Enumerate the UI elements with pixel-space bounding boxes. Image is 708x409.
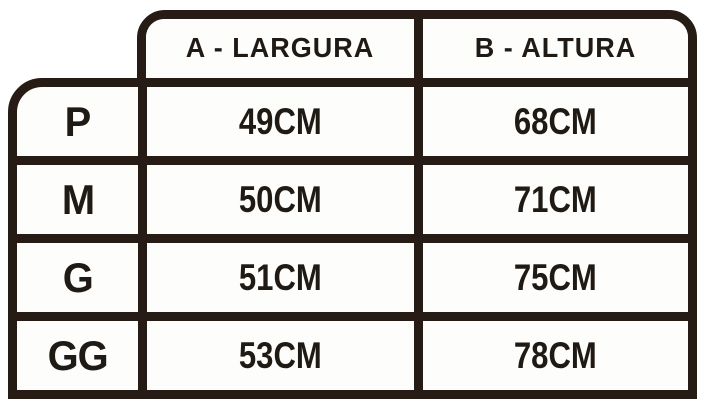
table-row-g-altura-cell: 75CM (423, 243, 688, 312)
largura-value: 50CM (239, 178, 322, 220)
header-cell-altura: B - ALTURA (414, 19, 688, 78)
table-row-p-largura-cell: 49CM (147, 87, 414, 156)
size-label: G (62, 253, 93, 301)
table-row-m-largura-cell: 50CM (147, 165, 414, 234)
size-label: GG (47, 331, 108, 379)
altura-value: 71CM (514, 178, 597, 220)
table-row-m-altura-cell: 71CM (423, 165, 688, 234)
largura-value: 49CM (239, 100, 322, 142)
table-header-row: A - LARGURA B - ALTURA (137, 10, 697, 87)
table-row-p-size-cell: P (17, 87, 138, 156)
table-row-g-size-cell: G (17, 243, 138, 312)
size-label: M (61, 175, 94, 223)
table-row-m-size-cell: M (17, 165, 138, 234)
table-row-gg-altura-cell: 78CM (423, 321, 688, 390)
table-body: P 49CM 68CM M 50CM 71CM G 51CM 75CM GG (8, 78, 697, 399)
altura-value: 68CM (514, 100, 597, 142)
table-row-p-altura-cell: 68CM (423, 87, 688, 156)
altura-value: 75CM (514, 256, 597, 298)
table-row-gg-size-cell: GG (17, 321, 138, 390)
table-row-g-largura-cell: 51CM (147, 243, 414, 312)
largura-value: 53CM (239, 334, 322, 376)
largura-value: 51CM (239, 256, 322, 298)
altura-value: 78CM (514, 334, 597, 376)
size-label: P (64, 97, 92, 145)
header-cell-largura: A - LARGURA (146, 19, 414, 78)
table-row-gg-largura-cell: 53CM (147, 321, 414, 390)
column-header-largura: A - LARGURA (185, 32, 375, 64)
column-header-altura: B - ALTURA (474, 32, 637, 64)
